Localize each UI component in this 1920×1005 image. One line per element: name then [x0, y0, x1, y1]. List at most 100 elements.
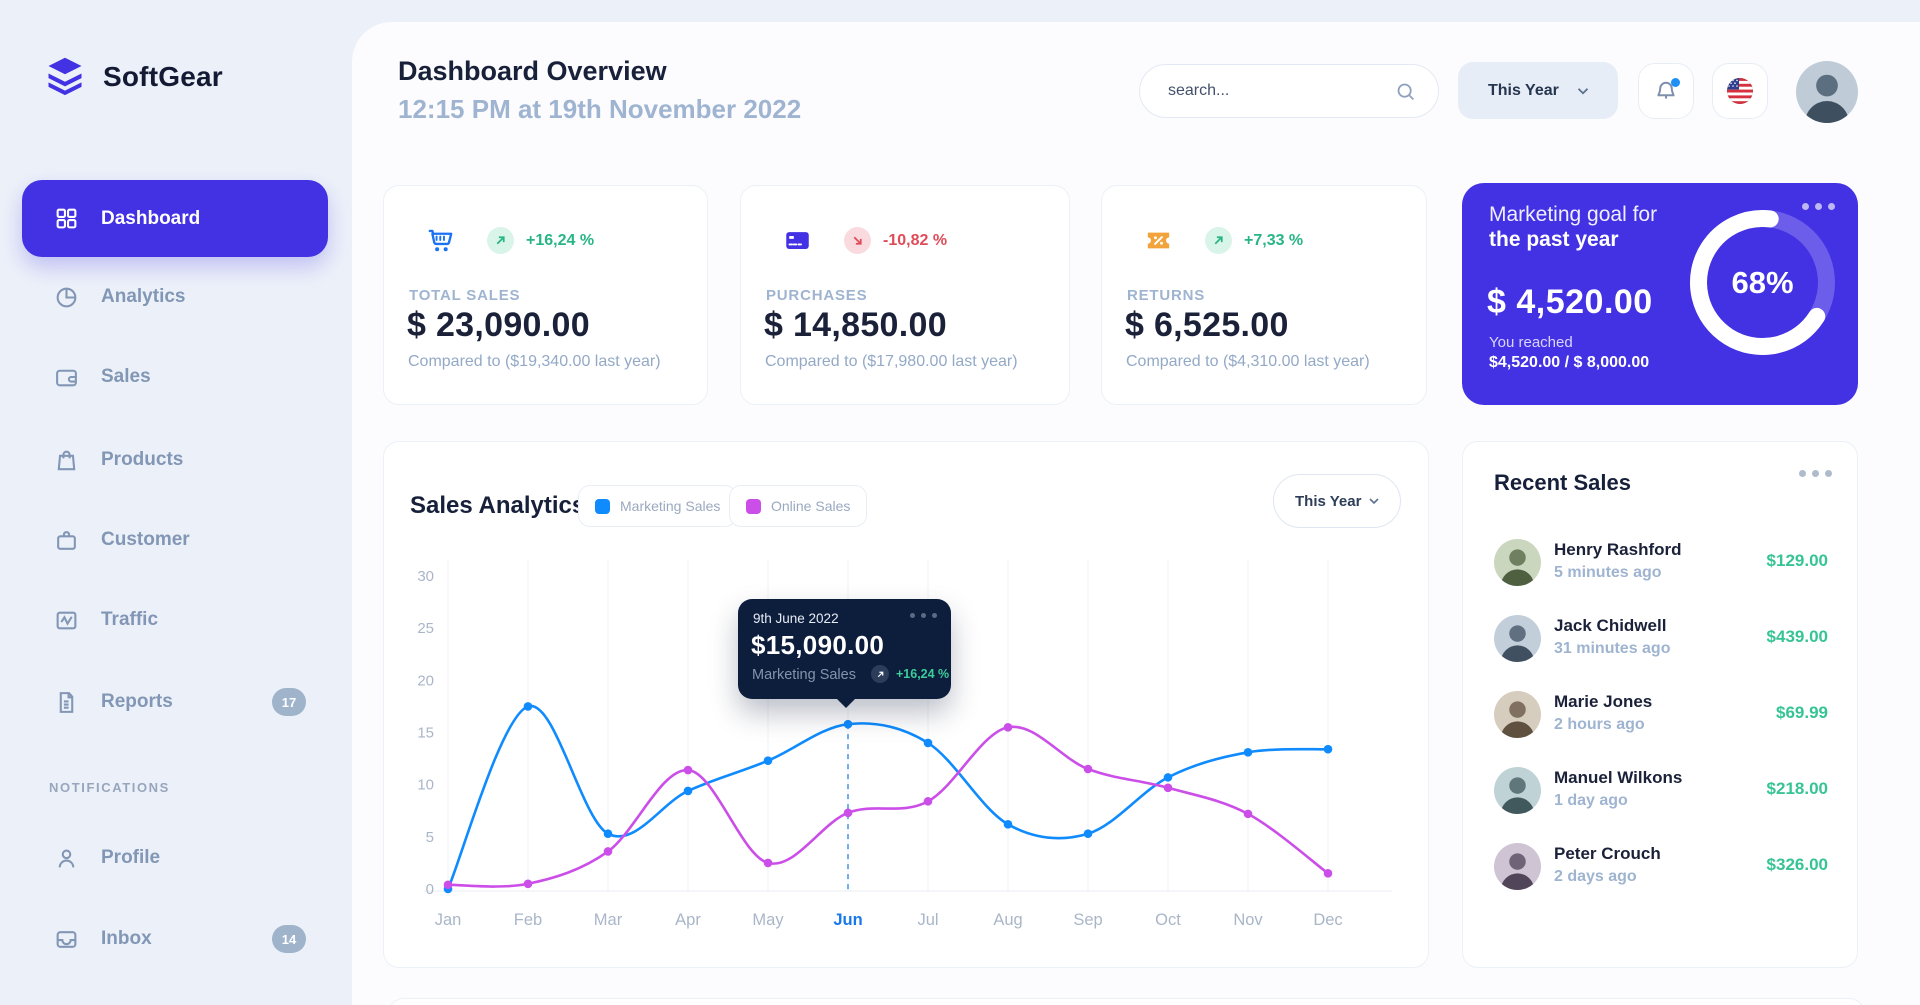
stat-value: $ 6,525.00: [1125, 306, 1289, 344]
user-icon: [58, 849, 75, 867]
brand-logo[interactable]: SoftGear: [43, 55, 223, 99]
sidebar-item-products[interactable]: Products: [22, 428, 328, 492]
sidebar: SoftGear Dashboard Analytics Sales: [0, 0, 352, 1005]
chart-period-dropdown[interactable]: This Year: [1273, 474, 1401, 528]
stat-card-returns: +7,33 % RETURNS $ 6,525.00 Compared to (…: [1101, 185, 1427, 405]
tooltip-more-icon: [910, 613, 937, 618]
trend-badge: +7,33 %: [1205, 227, 1303, 254]
svg-text:Aug: Aug: [993, 911, 1022, 929]
more-options-button[interactable]: [1799, 470, 1832, 477]
period-dropdown-value: This Year: [1488, 81, 1559, 99]
sale-row[interactable]: Peter Crouch 2 days ago $326.00: [1494, 843, 1828, 890]
legend-dot-icon: [746, 498, 761, 514]
shopping-bag-icon: [57, 450, 76, 470]
svg-text:20: 20: [417, 672, 434, 689]
goal-title-line1: Marketing goal for: [1489, 203, 1658, 226]
goal-title-line2: the past year: [1489, 228, 1619, 251]
search-icon[interactable]: [1395, 81, 1416, 102]
customer-name: Henry Rashford: [1554, 540, 1682, 559]
user-avatar[interactable]: [1796, 61, 1858, 123]
legend-online-sales[interactable]: Online Sales: [729, 485, 868, 527]
sale-row[interactable]: Manuel Wilkons 1 day ago $218.00: [1494, 767, 1828, 814]
svg-text:Apr: Apr: [675, 911, 701, 929]
stat-compare: Compared to ($4,310.00 last year): [1126, 353, 1370, 370]
svg-text:15: 15: [417, 725, 434, 742]
sidebar-item-customer[interactable]: Customer: [22, 508, 328, 572]
layers-logo-icon: [48, 57, 82, 96]
more-options-button[interactable]: [1802, 203, 1835, 210]
line-chart-plot[interactable]: 0 5 10 15 20 25 30 Jan Feb Mar Apr May Jun Jul Aug Sep O…: [384, 442, 1430, 969]
sale-amount: $439.00: [1766, 627, 1828, 646]
sale-time: 2 days ago: [1554, 868, 1637, 885]
svg-text:Feb: Feb: [514, 911, 542, 929]
pie-chart-icon: [56, 287, 77, 307]
svg-text:0: 0: [426, 881, 434, 898]
tooltip-value: $15,090.00: [751, 630, 885, 660]
sale-row[interactable]: Jack Chidwell 31 minutes ago $439.00: [1494, 615, 1828, 662]
goal-reached-label: You reached: [1489, 334, 1573, 351]
svg-text:25: 25: [417, 620, 434, 637]
stat-label: PURCHASES: [766, 287, 868, 304]
chart-title: Sales Analytics: [410, 492, 586, 519]
avatar: [1494, 615, 1541, 662]
chevron-down-icon: [1369, 498, 1379, 505]
search-box: [1139, 64, 1439, 118]
wallet-icon: [56, 369, 77, 386]
sidebar-item-analytics[interactable]: Analytics: [22, 265, 328, 329]
credit-card-icon: [786, 232, 809, 249]
sale-row[interactable]: Marie Jones 2 hours ago $69.99: [1494, 691, 1828, 738]
notifications-button[interactable]: [1638, 63, 1694, 119]
stat-compare: Compared to ($19,340.00 last year): [408, 353, 661, 370]
svg-text:Jan: Jan: [435, 911, 462, 929]
stat-value: $ 14,850.00: [764, 306, 947, 344]
inbox-count-badge: 14: [272, 925, 306, 953]
avatar: [1494, 767, 1541, 814]
file-document-icon: [59, 691, 74, 713]
stat-label: TOTAL SALES: [409, 287, 521, 304]
sale-time: 2 hours ago: [1554, 716, 1645, 733]
briefcase-icon: [57, 530, 76, 550]
avatar-photo: [1796, 61, 1858, 123]
recent-sales-title: Recent Sales: [1494, 470, 1631, 495]
tooltip-series: Marketing Sales: [752, 667, 856, 683]
sidebar-item-dashboard[interactable]: Dashboard: [22, 180, 328, 257]
us-flag-icon: [1726, 77, 1754, 105]
sidebar-item-profile[interactable]: Profile: [22, 826, 328, 890]
arrow-down-right-icon: [853, 236, 862, 245]
page-subtitle: 12:15 PM at 19th November 2022: [398, 94, 802, 124]
ticket-percent-icon: [1147, 232, 1170, 249]
sidebar-item-reports[interactable]: Reports 17: [22, 670, 328, 734]
svg-text:30: 30: [417, 568, 434, 585]
svg-text:Mar: Mar: [594, 911, 623, 929]
period-dropdown[interactable]: This Year: [1458, 62, 1618, 119]
sidebar-item-label: Reports: [101, 691, 173, 712]
svg-text:Sep: Sep: [1073, 911, 1102, 929]
dashboard-grid-icon: [56, 208, 77, 229]
chevron-down-icon: [1577, 87, 1589, 95]
sidebar-item-traffic[interactable]: Traffic: [22, 588, 328, 652]
arrow-up-right-icon: [877, 671, 883, 677]
customer-name: Marie Jones: [1554, 692, 1653, 711]
svg-text:Nov: Nov: [1233, 911, 1263, 929]
cart-icon: [428, 229, 453, 252]
sale-amount: $129.00: [1766, 551, 1828, 570]
trend-badge: -10,82 %: [844, 227, 947, 254]
sidebar-item-label: Traffic: [101, 609, 159, 630]
sidebar-item-label: Profile: [101, 847, 161, 868]
sidebar-item-sales[interactable]: Sales: [22, 345, 328, 409]
legend-marketing-sales[interactable]: Marketing Sales: [578, 485, 738, 527]
sidebar-item-label: Customer: [101, 529, 190, 550]
tooltip-date: 9th June 2022: [753, 611, 839, 626]
stat-compare: Compared to ($17,980.00 last year): [765, 353, 1018, 370]
stat-value: $ 23,090.00: [407, 306, 590, 344]
sidebar-item-label: Inbox: [101, 928, 152, 949]
sidebar-item-inbox[interactable]: Inbox 14: [22, 907, 328, 971]
language-button[interactable]: [1712, 63, 1768, 119]
sale-row[interactable]: Henry Rashford 5 minutes ago $129.00: [1494, 539, 1828, 586]
page-title: Dashboard Overview: [398, 56, 667, 86]
search-input[interactable]: [1168, 82, 1395, 100]
svg-text:5: 5: [426, 829, 434, 846]
sidebar-item-label: Products: [101, 449, 184, 470]
sidebar-item-label: Sales: [101, 366, 151, 387]
inbox-tray-icon: [56, 930, 77, 948]
